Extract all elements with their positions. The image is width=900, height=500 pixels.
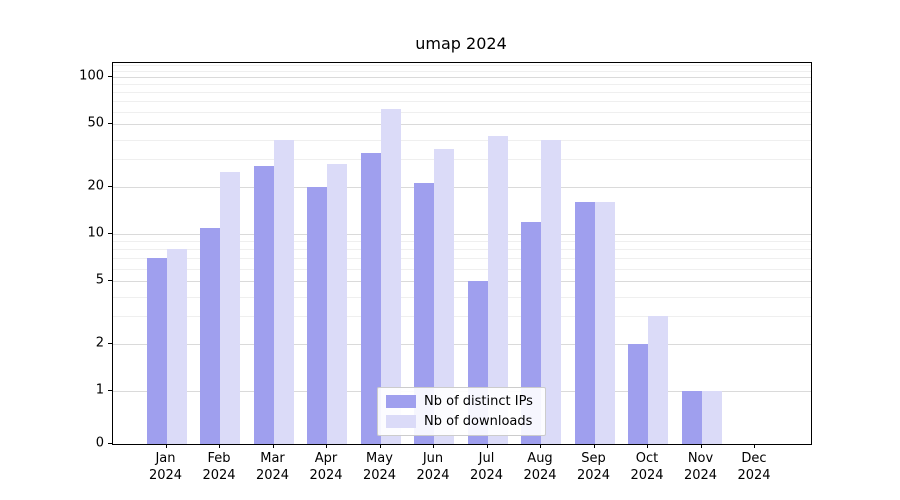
x-tick-mark [700, 444, 702, 448]
bar-distinct-ips [360, 152, 381, 444]
x-tick-label: May 2024 [362, 451, 397, 483]
major-gridline [113, 186, 811, 188]
x-tick-label: Apr 2024 [309, 451, 343, 483]
legend-swatch-downloads [386, 415, 416, 428]
x-tick-label: Dec 2024 [737, 451, 771, 483]
y-tick-label: 10 [87, 225, 104, 241]
minor-gridline [113, 64, 811, 66]
minor-gridline [113, 258, 811, 260]
minor-gridline [113, 159, 811, 161]
y-tick-mark [108, 123, 112, 125]
bar-distinct-ips [146, 258, 167, 444]
bar-distinct-ips [628, 343, 648, 444]
minor-gridline [113, 268, 811, 270]
legend-item-distinct-ips: Nb of distinct IPs [386, 394, 533, 409]
minor-gridline [113, 296, 811, 298]
plot-area: Nb of distinct IPs Nb of downloads [112, 62, 812, 445]
x-tick-mark [433, 444, 434, 448]
y-tick-label: 50 [87, 115, 104, 131]
y-tick-mark [108, 76, 112, 77]
y-tick-label: 2 [95, 335, 104, 351]
y-tick-label: 20 [87, 178, 104, 194]
bar-distinct-ips [307, 186, 327, 444]
bar-distinct-ips [253, 166, 274, 444]
y-tick-label: 5 [95, 272, 104, 288]
y-tick-mark [108, 185, 112, 187]
x-tick-label: Jun 2024 [416, 451, 450, 483]
minor-gridline [113, 92, 811, 94]
y-tick-label: 0 [95, 435, 104, 451]
minor-gridline [113, 241, 811, 243]
x-tick-mark [165, 444, 167, 448]
legend: Nb of distinct IPs Nb of downloads [377, 387, 546, 436]
minor-gridline [113, 70, 811, 72]
x-tick-label: Oct 2024 [630, 451, 664, 483]
x-tick-label: Jul 2024 [469, 451, 504, 483]
bar-distinct-ips [414, 183, 434, 444]
major-gridline [113, 234, 811, 235]
bar-distinct-ips [574, 202, 595, 444]
y-tick-mark [108, 443, 112, 444]
y-tick-mark [108, 390, 112, 391]
y-tick-mark [108, 233, 112, 234]
bar-distinct-ips [681, 391, 702, 444]
major-gridline [113, 343, 811, 345]
x-tick-label: Mar 2024 [255, 451, 290, 483]
bar-downloads [701, 391, 722, 444]
bar-downloads [380, 108, 401, 444]
x-tick-mark [379, 444, 381, 448]
y-tick-mark [108, 342, 112, 344]
bar-downloads [273, 139, 294, 444]
x-tick-label: Nov 2024 [683, 451, 718, 483]
x-tick-label: Sep 2024 [576, 451, 611, 483]
legend-label-distinct-ips: Nb of distinct IPs [424, 394, 533, 409]
major-gridline [113, 124, 811, 126]
major-gridline [113, 281, 811, 283]
x-tick-mark [540, 444, 541, 448]
x-tick-mark [593, 444, 595, 448]
x-tick-mark [272, 444, 274, 448]
bar-downloads [594, 202, 615, 444]
legend-swatch-distinct-ips [386, 395, 416, 408]
bar-distinct-ips [200, 227, 220, 444]
bar-downloads [166, 249, 187, 444]
major-gridline [113, 77, 811, 78]
x-tick-mark [326, 444, 327, 448]
minor-gridline [113, 139, 811, 141]
minor-gridline [113, 101, 811, 103]
y-tick-label: 1 [95, 382, 104, 398]
x-tick-mark [219, 444, 220, 448]
minor-gridline [113, 111, 811, 113]
y-tick-label: 100 [79, 68, 104, 84]
legend-item-downloads: Nb of downloads [386, 414, 533, 429]
bar-downloads [648, 316, 668, 444]
x-tick-label: Aug 2024 [523, 451, 557, 483]
x-tick-mark [647, 444, 648, 448]
x-tick-mark [486, 444, 488, 448]
minor-gridline [113, 249, 811, 251]
y-tick-mark [108, 280, 112, 282]
x-tick-mark [754, 444, 755, 448]
bar-downloads [220, 171, 240, 444]
bar-downloads [487, 136, 508, 444]
legend-label-downloads: Nb of downloads [424, 414, 533, 429]
minor-gridline [113, 84, 811, 86]
minor-gridline [113, 316, 811, 318]
bar-downloads [434, 148, 454, 444]
chart-title: umap 2024 [415, 34, 507, 53]
x-tick-label: Feb 2024 [202, 451, 236, 483]
bar-downloads [327, 163, 347, 444]
x-tick-label: Jan 2024 [148, 451, 183, 483]
bar-downloads [541, 139, 561, 444]
